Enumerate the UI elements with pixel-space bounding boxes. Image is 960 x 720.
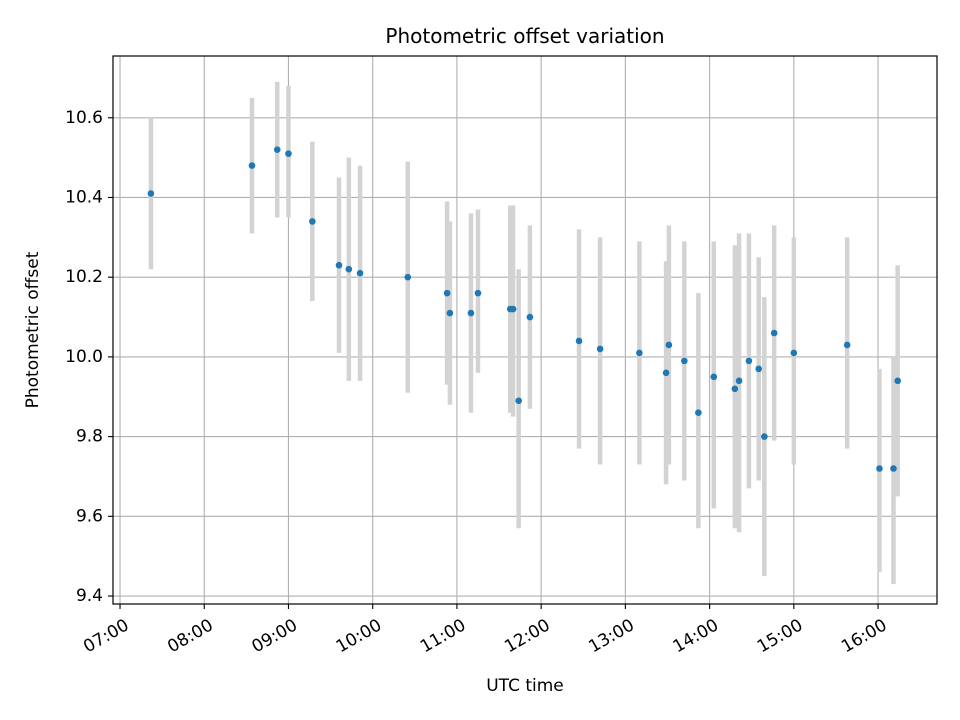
data-point	[761, 433, 768, 440]
data-point	[745, 357, 753, 365]
data-point	[356, 269, 364, 277]
data-point	[335, 261, 343, 269]
data-point	[309, 218, 316, 225]
data-point	[404, 273, 412, 281]
data-point	[894, 377, 901, 385]
y-axis-label: Photometric offset	[23, 251, 43, 408]
data-point	[735, 377, 743, 385]
chart-title: Photometric offset variation	[385, 24, 664, 48]
y-tick-label: 10.0	[65, 347, 103, 367]
data-point	[467, 309, 475, 317]
data-points	[147, 146, 901, 472]
data-point	[474, 289, 482, 297]
data-point	[755, 365, 763, 373]
y-axis-ticks: 9.4 9.6 9.8 10.0 10.2 10.4 10.6	[65, 108, 113, 606]
y-tick-label: 10.4	[65, 187, 103, 207]
data-point	[509, 305, 517, 313]
data-point	[345, 265, 353, 273]
data-point	[248, 162, 256, 169]
y-tick-label: 9.4	[76, 586, 103, 606]
data-point	[843, 341, 851, 349]
y-tick-label: 10.2	[65, 267, 103, 287]
y-tick-label: 10.6	[65, 108, 103, 128]
data-point	[890, 465, 897, 472]
data-point	[147, 190, 155, 197]
data-point	[770, 329, 778, 337]
data-point	[575, 337, 583, 345]
data-point	[446, 309, 454, 317]
data-point	[285, 150, 292, 157]
data-point	[665, 341, 673, 349]
data-point	[710, 373, 718, 381]
x-axis-label: UTC time	[486, 676, 564, 696]
data-point	[596, 345, 604, 353]
data-point	[695, 409, 702, 416]
data-point	[515, 397, 522, 405]
data-point	[636, 349, 643, 357]
data-point	[443, 289, 451, 297]
data-point	[731, 385, 739, 393]
y-tick-label: 9.6	[76, 506, 103, 526]
data-point	[681, 357, 688, 365]
data-point	[273, 146, 281, 153]
data-point	[876, 465, 883, 472]
data-point	[790, 349, 798, 357]
y-tick-label: 9.8	[76, 427, 103, 447]
plot-frame	[112, 55, 938, 605]
data-point	[526, 313, 534, 321]
data-point	[662, 369, 670, 377]
